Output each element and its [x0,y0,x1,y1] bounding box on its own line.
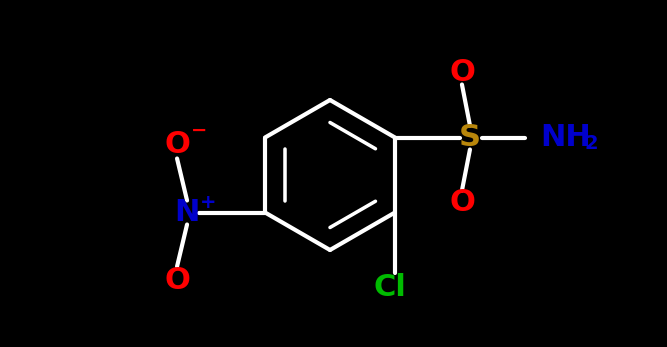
Text: O: O [164,130,190,159]
Text: N: N [174,198,199,227]
Text: +: + [200,193,217,212]
Text: 2: 2 [585,134,598,153]
Text: O: O [449,188,475,217]
Text: O: O [449,58,475,87]
Text: S: S [459,123,481,152]
Text: −: − [191,121,207,140]
Text: Cl: Cl [374,273,406,302]
Text: O: O [164,266,190,295]
Text: NH: NH [540,123,591,152]
